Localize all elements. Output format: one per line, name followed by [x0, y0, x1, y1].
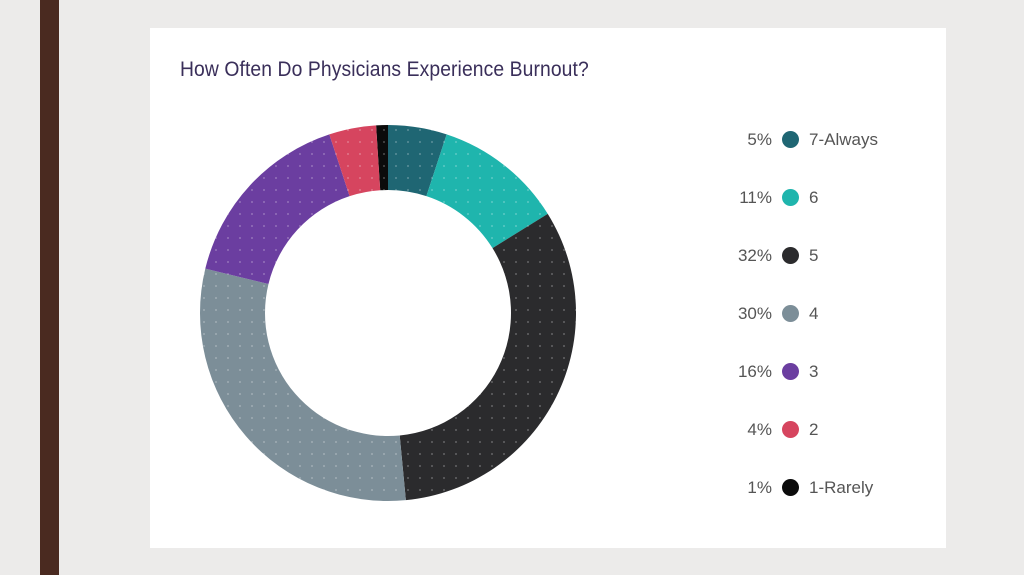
legend-swatch: [782, 479, 799, 496]
legend-label: 2: [809, 420, 819, 439]
legend-label: 5: [809, 246, 819, 265]
legend-swatch: [782, 363, 799, 380]
legend-item: 16% 3: [710, 358, 930, 416]
chart-card: How Often Do Physicians Experience Burno…: [150, 28, 946, 548]
donut-slice-texture: [205, 134, 350, 285]
donut-slice-texture: [426, 134, 548, 249]
legend-swatch: [782, 421, 799, 438]
legend-swatch: [782, 131, 799, 148]
chart-legend: 5% 7-Always 11% 6 32% 5 30% 4 16% 3 4% 2 1% 1-Rarely: [710, 126, 930, 532]
legend-item: 1% 1-Rarely: [710, 474, 930, 532]
legend-item: 30% 4: [710, 300, 930, 358]
legend-value: 1%: [747, 478, 772, 497]
legend-item: 4% 2: [710, 416, 930, 474]
legend-value: 4%: [747, 420, 772, 439]
legend-label: 4: [809, 304, 819, 323]
legend-label: 3: [809, 362, 819, 381]
legend-item: 32% 5: [710, 242, 930, 300]
donut-slice-texture: [199, 268, 406, 501]
legend-swatch: [782, 247, 799, 264]
legend-label: 7-Always: [809, 130, 878, 149]
side-accent-bar: [40, 0, 59, 575]
chart-title: How Often Do Physicians Experience Burno…: [180, 58, 589, 81]
legend-value: 30%: [737, 304, 772, 323]
legend-value: 11%: [739, 188, 772, 207]
donut-slice-texture: [388, 125, 447, 197]
legend-label: 6: [809, 188, 819, 207]
donut-slice-texture: [329, 125, 381, 197]
legend-value: 32%: [737, 246, 772, 265]
legend-swatch: [782, 305, 799, 322]
legend-label: 1-Rarely: [809, 478, 874, 497]
donut-slice-texture: [376, 125, 388, 191]
legend-swatch: [782, 189, 799, 206]
donut-chart: [199, 125, 576, 501]
legend-value: 5%: [747, 130, 772, 149]
legend-item: 11% 6: [710, 184, 930, 242]
legend-item: 5% 7-Always: [710, 126, 930, 184]
legend-value: 16%: [737, 362, 772, 381]
donut-slice-texture: [399, 213, 576, 501]
